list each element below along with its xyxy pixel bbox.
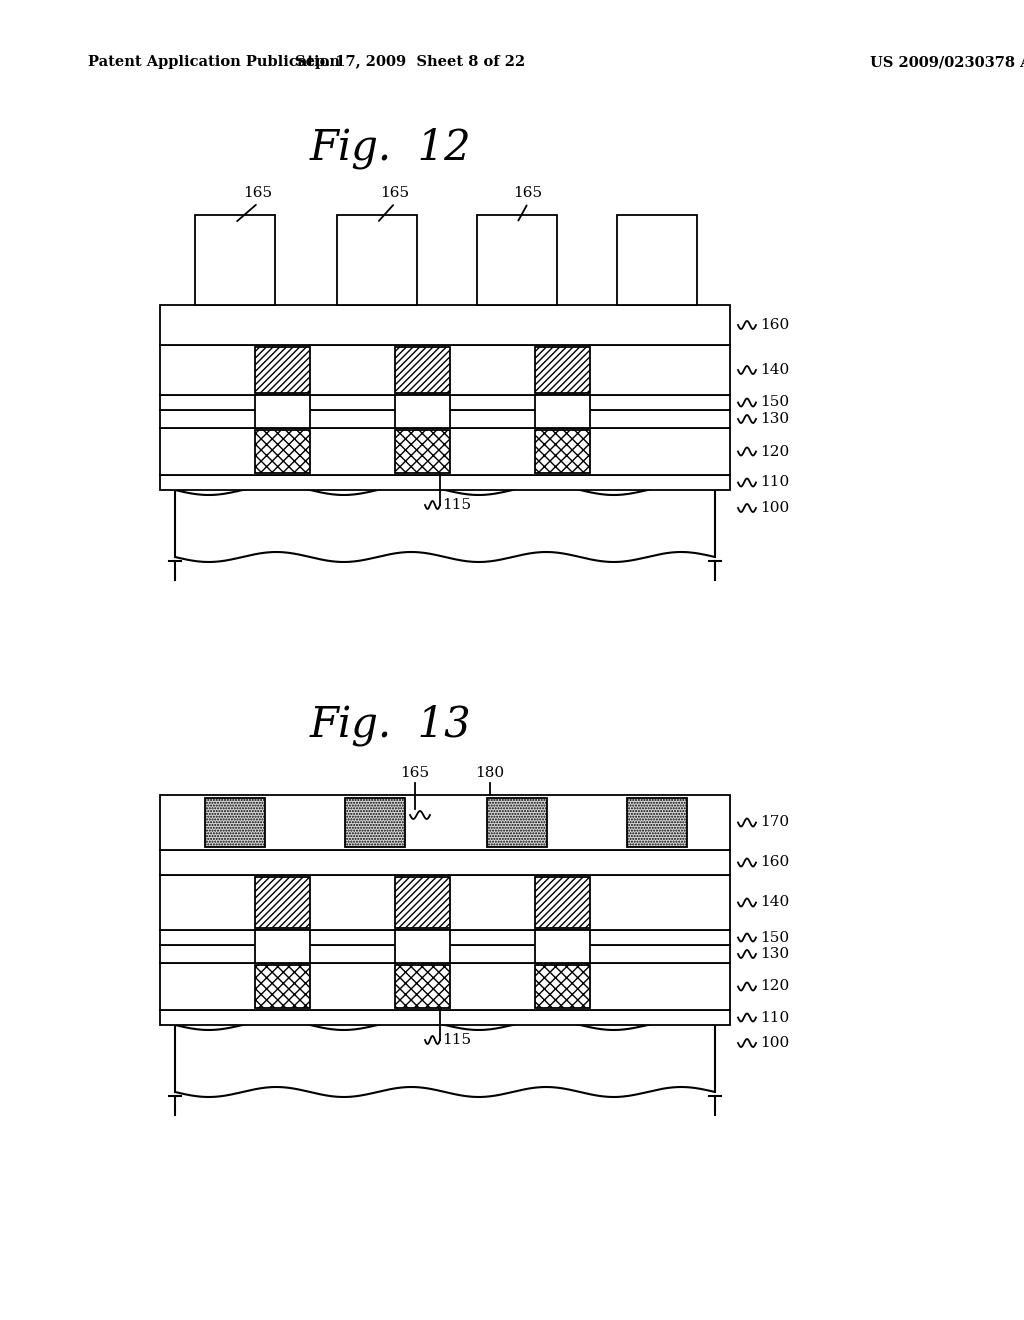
Bar bbox=[337, 215, 417, 305]
Text: 150: 150 bbox=[760, 931, 790, 945]
Text: 100: 100 bbox=[760, 502, 790, 515]
Text: 150: 150 bbox=[760, 396, 790, 409]
Bar bbox=[487, 799, 547, 847]
Text: 100: 100 bbox=[760, 1036, 790, 1049]
Text: 160: 160 bbox=[760, 318, 790, 333]
Text: 170: 170 bbox=[760, 816, 790, 829]
Bar bbox=[160, 875, 730, 931]
Text: Sep. 17, 2009  Sheet 8 of 22: Sep. 17, 2009 Sheet 8 of 22 bbox=[295, 55, 525, 69]
Text: 165: 165 bbox=[400, 766, 429, 780]
Text: 165: 165 bbox=[381, 186, 410, 201]
Text: 165: 165 bbox=[244, 186, 272, 201]
Bar bbox=[160, 395, 730, 411]
Bar bbox=[535, 347, 590, 393]
Bar bbox=[160, 411, 730, 428]
Bar bbox=[160, 850, 730, 875]
Text: 180: 180 bbox=[475, 766, 505, 780]
Bar bbox=[255, 965, 310, 1008]
Text: Patent Application Publication: Patent Application Publication bbox=[88, 55, 340, 69]
Text: 130: 130 bbox=[760, 946, 790, 961]
Bar bbox=[535, 931, 590, 964]
Bar bbox=[627, 799, 687, 847]
Bar bbox=[477, 215, 557, 305]
Bar bbox=[255, 876, 310, 928]
Text: 115: 115 bbox=[442, 1034, 471, 1047]
Bar bbox=[395, 931, 450, 964]
Bar bbox=[160, 795, 730, 850]
Bar bbox=[255, 931, 310, 964]
Text: 110: 110 bbox=[760, 1011, 790, 1024]
Text: Fig.  12: Fig. 12 bbox=[309, 127, 471, 169]
Bar bbox=[160, 945, 730, 964]
Bar bbox=[345, 799, 406, 847]
Bar bbox=[160, 305, 730, 345]
Text: 130: 130 bbox=[760, 412, 790, 426]
Text: 140: 140 bbox=[760, 363, 790, 378]
Text: 140: 140 bbox=[760, 895, 790, 909]
Bar bbox=[160, 475, 730, 490]
Bar bbox=[255, 347, 310, 393]
Text: 120: 120 bbox=[760, 445, 790, 458]
Bar bbox=[395, 965, 450, 1008]
Bar bbox=[617, 215, 697, 305]
Bar bbox=[395, 876, 450, 928]
Text: 165: 165 bbox=[513, 186, 543, 201]
Bar bbox=[535, 965, 590, 1008]
Bar bbox=[255, 430, 310, 473]
Bar bbox=[535, 430, 590, 473]
Bar bbox=[160, 345, 730, 395]
Text: 110: 110 bbox=[760, 475, 790, 490]
Bar bbox=[395, 430, 450, 473]
Bar bbox=[255, 395, 310, 428]
Bar bbox=[205, 799, 265, 847]
Bar bbox=[160, 428, 730, 475]
Bar bbox=[395, 395, 450, 428]
Text: US 2009/0230378 A1: US 2009/0230378 A1 bbox=[870, 55, 1024, 69]
Text: 115: 115 bbox=[442, 498, 471, 512]
Text: 160: 160 bbox=[760, 855, 790, 870]
Text: 120: 120 bbox=[760, 979, 790, 994]
Text: Fig.  13: Fig. 13 bbox=[309, 704, 471, 746]
Bar bbox=[160, 931, 730, 945]
Bar bbox=[195, 215, 275, 305]
Bar bbox=[160, 964, 730, 1010]
Bar bbox=[395, 347, 450, 393]
Bar bbox=[535, 876, 590, 928]
Bar bbox=[160, 1010, 730, 1026]
Bar bbox=[535, 395, 590, 428]
